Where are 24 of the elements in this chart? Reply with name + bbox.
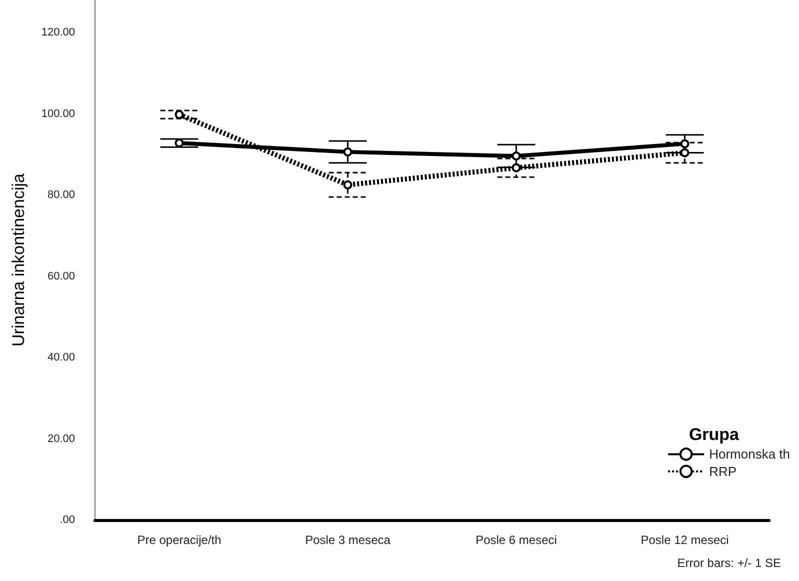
point [343,180,352,190]
y-tick-label: 120.00 [41,26,75,38]
x-tick-label: Pre operacije/th [137,533,222,547]
y-tick-label: 20.00 [47,432,75,445]
text: Error bars: +/- 1 SE [677,556,782,570]
legend-title: Grupa [688,425,740,444]
point [512,163,521,172]
point [680,139,690,148]
point [512,152,521,160]
legend-label: Hormonska th [709,446,790,462]
y-tick-label: 60.00 [47,270,75,282]
point [174,110,184,120]
y-tick-label: .00 [60,514,75,526]
point [174,138,184,148]
x-tick-label: Posle 6 meseci [476,533,557,547]
y-tick-label: 80.00 [47,189,75,201]
y-axis-title: Urinarna inkontinencija [9,172,28,346]
x-tick-label: Posle 12 meseci [640,533,729,547]
point [343,147,352,156]
y-tick-label: 40.00 [47,352,75,364]
y-tick-label: 100.00 [41,108,75,120]
legend-label: RRP [709,464,737,479]
point [680,148,690,158]
x-tick-label: Posle 3 meseca [305,533,391,547]
